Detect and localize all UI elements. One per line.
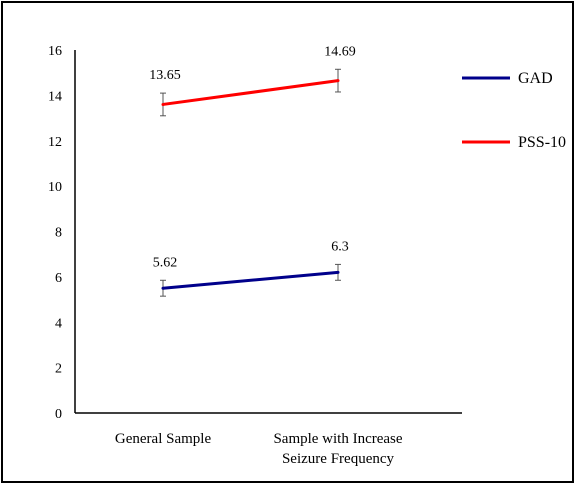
series-gad: 5.62 6.3 <box>153 239 349 297</box>
series-pss-10: 13.65 14.69 <box>149 44 356 117</box>
data-label: 5.62 <box>153 255 178 270</box>
y-tick-label: 6 <box>55 271 62 286</box>
x-category-label: Sample with Increase <box>273 431 402 447</box>
data-label: 6.3 <box>331 239 349 254</box>
y-tick-label: 4 <box>55 316 62 331</box>
data-point <box>336 270 340 274</box>
y-tick-label: 0 <box>55 407 62 422</box>
data-label: 13.65 <box>149 68 181 83</box>
y-tick-label: 12 <box>48 135 62 150</box>
data-point <box>161 102 165 106</box>
x-category-label: Seizure Frequency <box>282 451 395 467</box>
legend-label: PSS-10 <box>518 134 566 151</box>
y-tick-label: 10 <box>48 180 62 195</box>
legend-label: GAD <box>518 70 553 87</box>
y-tick-label: 8 <box>55 226 62 241</box>
legend-item: PSS-10 <box>462 134 566 151</box>
data-point <box>161 286 165 290</box>
x-category-label: General Sample <box>115 431 212 447</box>
series-line <box>162 270 339 290</box>
series-line <box>162 79 339 106</box>
legend-item: GAD <box>462 70 553 87</box>
data-point <box>336 79 340 83</box>
y-tick-label: 14 <box>48 89 62 104</box>
data-label: 14.69 <box>324 44 356 59</box>
y-tick-label: 16 <box>48 44 62 59</box>
y-tick-label: 2 <box>55 362 62 377</box>
